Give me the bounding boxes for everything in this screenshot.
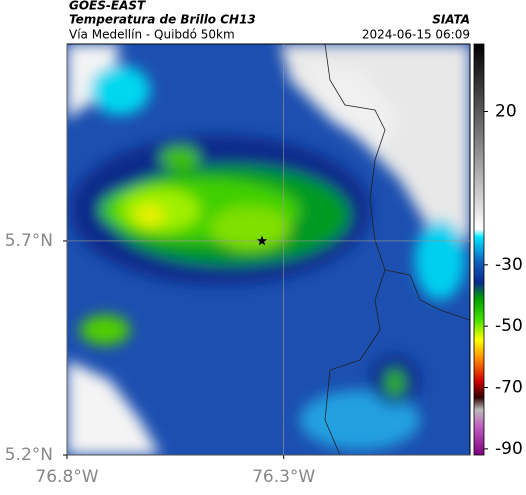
y-tick-label: 5.2°N [5,445,53,465]
colorbar-label: 20 [495,101,517,121]
x-tick-label: 76.8°W [35,467,98,487]
satellite-image [67,44,470,455]
y-tick-label: 5.7°N [5,231,53,251]
satellite: GOES-EAST [69,0,146,13]
colorbar-label: -90 [495,439,523,459]
location-marker [256,235,268,246]
timestamp: 2024-06-15 06:09 [362,28,470,42]
colorbar-label: -30 [495,255,523,275]
product: Temperatura de Brillo CH13 [69,13,256,27]
source: SIATA [432,13,470,27]
colorbar-label: -70 [495,378,523,398]
colorbar-label: -50 [495,316,523,336]
colorbar [473,43,485,456]
route: Vía Medellín - Quibdó 50km [69,28,235,42]
x-tick-label: 76.3°W [252,467,315,487]
